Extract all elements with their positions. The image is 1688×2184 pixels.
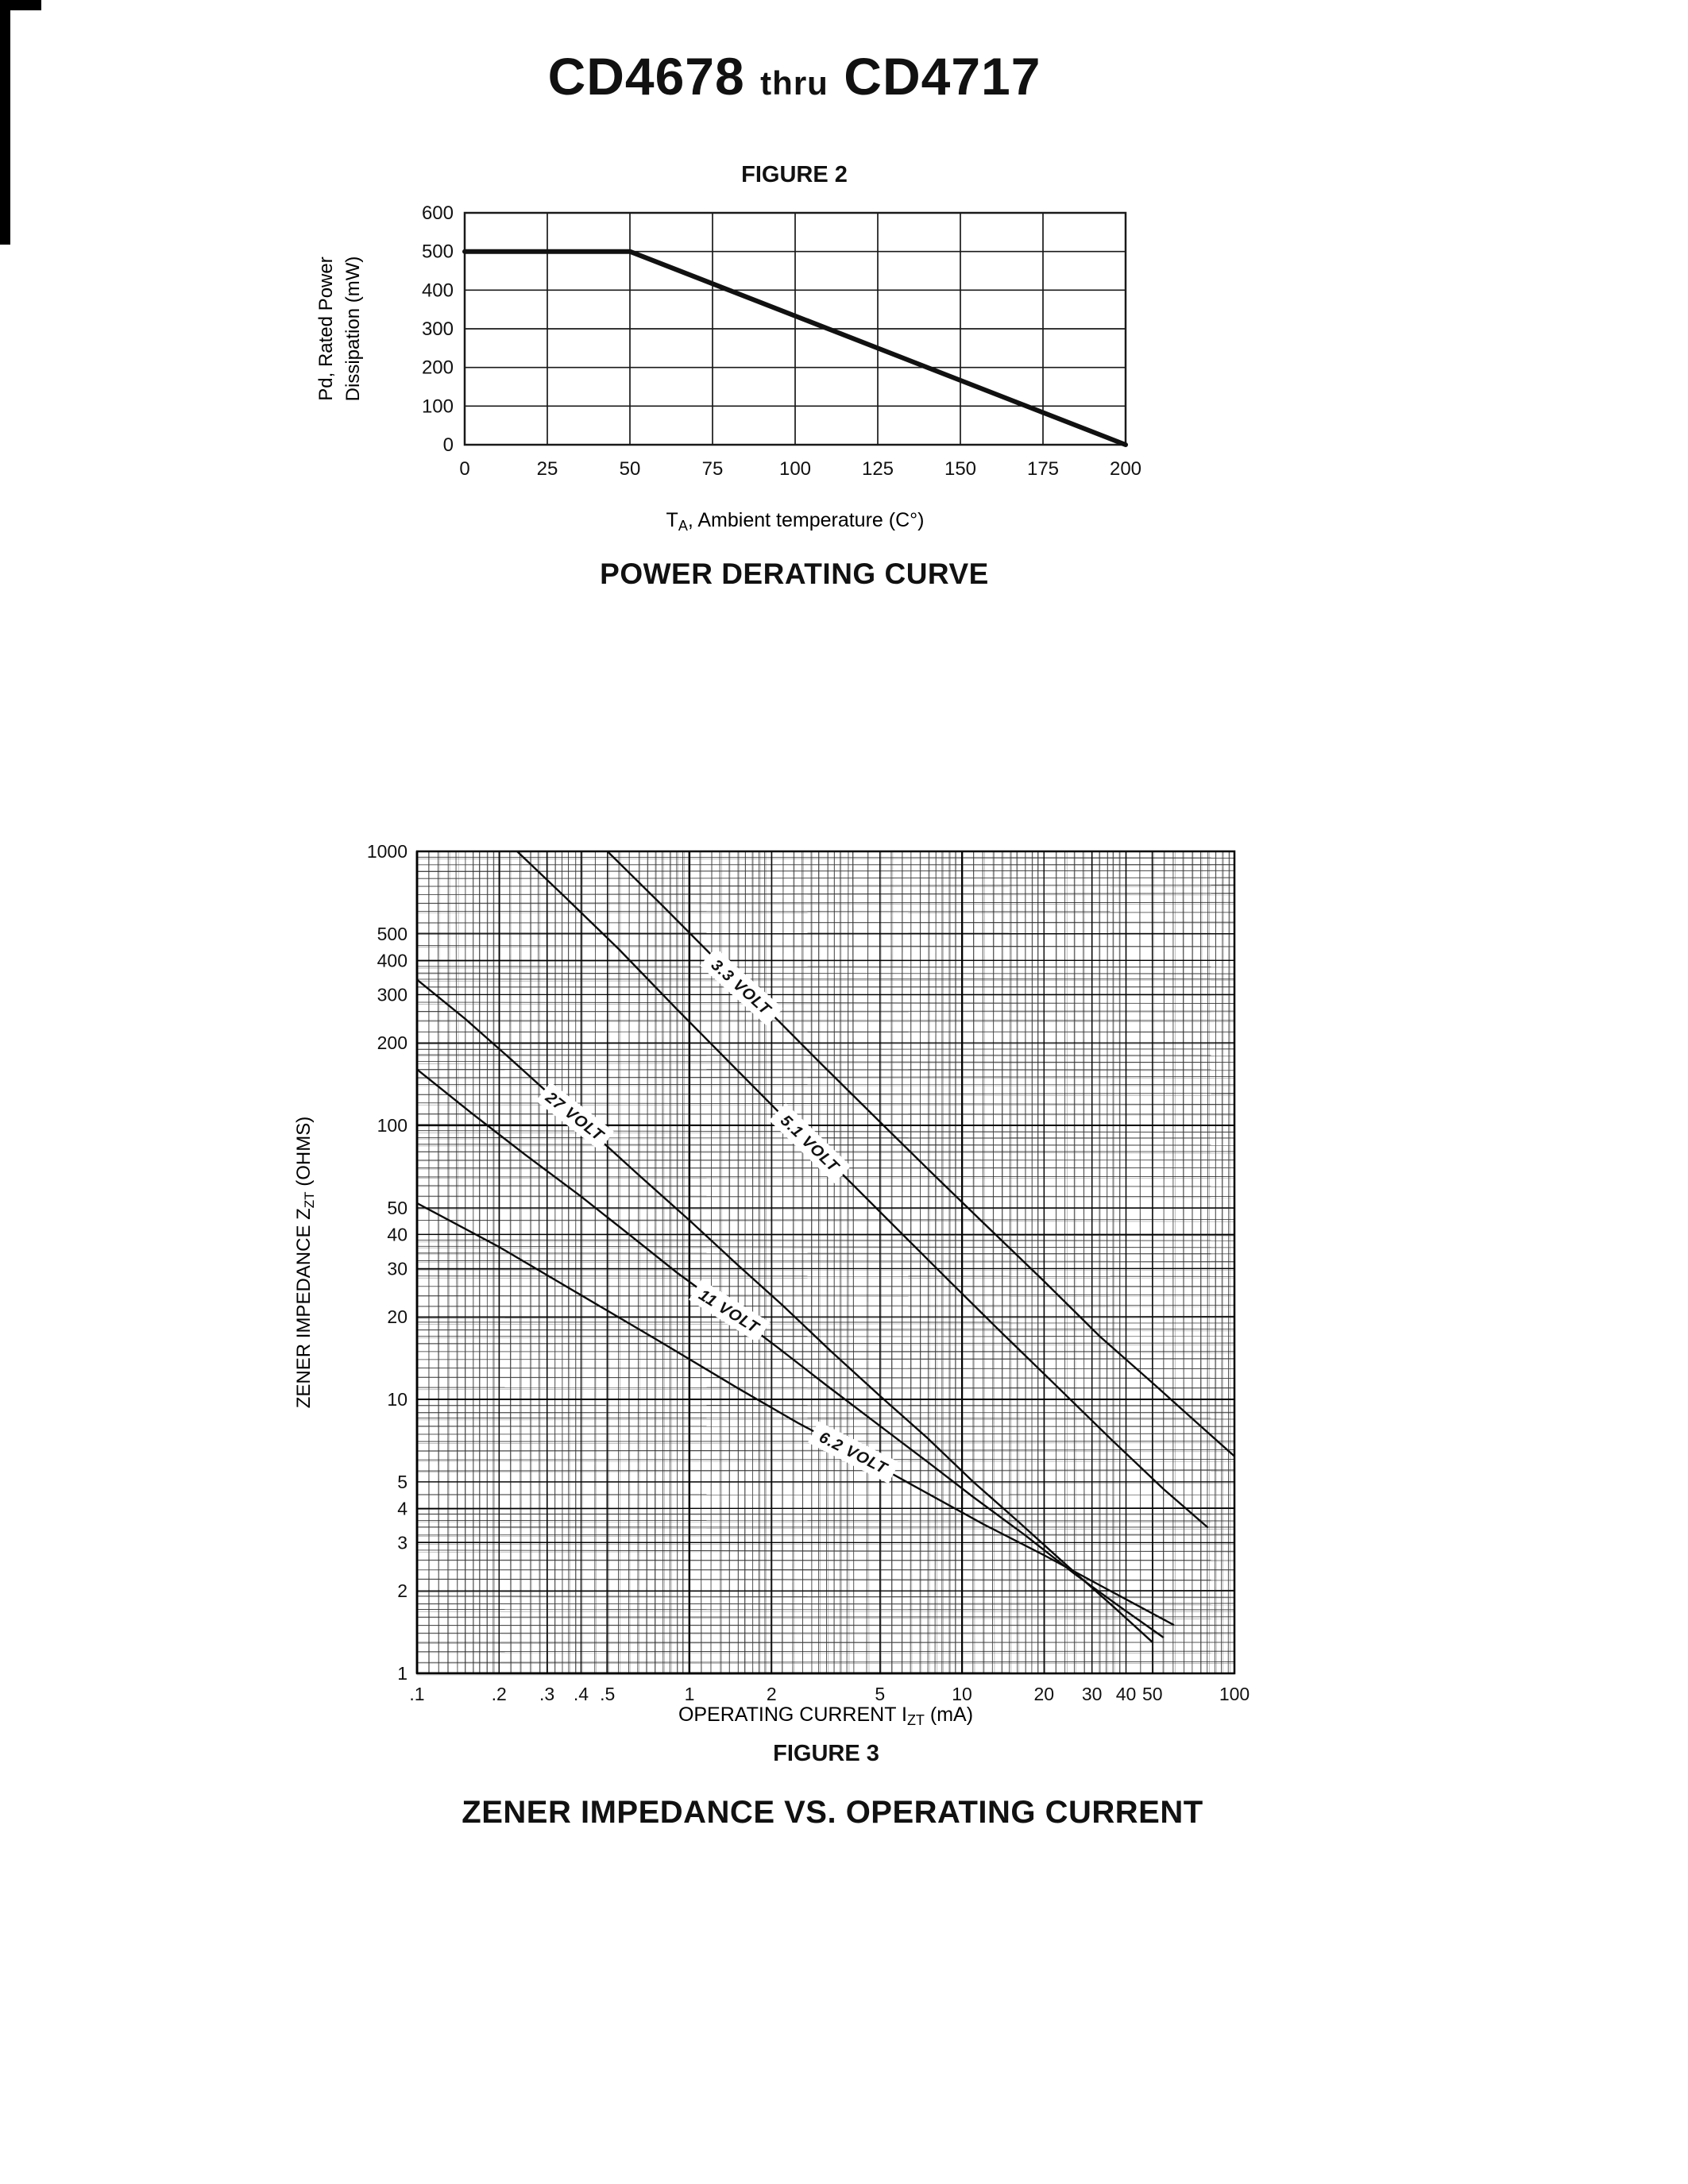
x-tick-label: 100: [779, 458, 811, 480]
x-tick-label: .4: [574, 1684, 589, 1704]
plot-border: [415, 850, 1236, 1675]
y-tick-label: 10: [387, 1389, 408, 1410]
x-tick-label: 200: [1110, 458, 1141, 480]
y-tick-label: 100: [377, 1115, 408, 1136]
y-tick-label: 300: [377, 984, 408, 1005]
y-tick-label: 4: [397, 1498, 408, 1518]
figure3-series-11-volt: [416, 1068, 1165, 1638]
y-tick-label: 400: [377, 950, 408, 970]
y-tick-label: 50: [387, 1198, 408, 1218]
x-tick-label: 5: [875, 1684, 885, 1704]
x-tick-label: 125: [862, 458, 894, 480]
y-tick-label: 300: [422, 318, 454, 340]
figure3-plot-area: [415, 850, 1236, 1676]
y-tick-label: 500: [377, 924, 408, 944]
x-tick-label: 10: [952, 1684, 972, 1704]
title-thru: thru: [760, 64, 829, 102]
figure3-caption: ZENER IMPEDANCE VS. OPERATING CURRENT: [462, 1795, 1203, 1830]
y-tick-label: 500: [422, 241, 454, 263]
x-tick-label: 150: [944, 458, 976, 480]
figure3-series-27-volt: [416, 978, 1153, 1643]
figure2-power-derating-chart: 0 100 200 300 400 500 600 0 25 50 75 100 125 150 175 20…: [315, 203, 1141, 534]
y-tick-label: 3: [397, 1532, 408, 1553]
y-tick-label: 40: [387, 1224, 408, 1244]
x-tick-label: 30: [1082, 1684, 1103, 1704]
x-tick-label: .2: [492, 1684, 507, 1704]
x-tick-label: 25: [537, 458, 558, 480]
figure3-axis-ticks: 1000500400300200100504030201054321.1.2.3…: [367, 841, 1250, 1704]
figure2-series-rated-power-derating: [462, 249, 1128, 447]
x-tick-label: .5: [600, 1684, 615, 1704]
figure3-x-axis-title: OPERATING CURRENT IZT (mA): [678, 1704, 973, 1728]
y-tick-label: 0: [443, 434, 454, 456]
figure2-caption: POWER DERATING CURVE: [600, 558, 989, 590]
y-tick-label: 600: [422, 203, 454, 224]
y-tick-label: 1: [397, 1663, 408, 1684]
y-tick-label: 200: [377, 1032, 408, 1053]
y-tick-label: 1000: [367, 841, 408, 862]
y-tick-label: 5: [397, 1472, 408, 1492]
y-tick-label: 400: [422, 280, 454, 301]
figure3-zener-impedance-chart: 1000500400300200100504030201054321.1.2.3…: [293, 841, 1250, 1728]
figure2-y-axis-title: Dissipation (mW): [342, 257, 364, 402]
title-part-number-start: CD4678: [547, 47, 745, 106]
figure2-y-axis-title: Pd, Rated Power: [315, 257, 337, 400]
x-tick-label: 50: [1142, 1684, 1163, 1704]
title-part-number-end: CD4717: [844, 47, 1041, 106]
y-tick-label: 30: [387, 1258, 408, 1279]
page-title: CD4678 thru CD4717: [0, 46, 1589, 106]
figure3-label: FIGURE 3: [773, 1741, 879, 1766]
x-tick-label: 75: [702, 458, 724, 480]
x-tick-label: 2: [767, 1684, 777, 1704]
figure2-label: FIGURE 2: [741, 162, 848, 187]
x-tick-label: 0: [459, 458, 469, 480]
scan-artifact-top-edge: [0, 0, 41, 10]
x-tick-label: .1: [409, 1684, 424, 1704]
x-tick-label: .3: [539, 1684, 554, 1704]
figure2-x-axis-title: TA, Ambient temperature (C°): [666, 509, 925, 534]
figure3-y-axis-title: ZENER IMPEDANCE ZZT (OHMS): [293, 1117, 317, 1408]
figure2-axis-ticks: 0 100 200 300 400 500 600 0 25 50 75 100 125 150 175 20…: [422, 203, 1141, 480]
x-tick-label: 100: [1219, 1684, 1250, 1704]
plot-border: [463, 211, 1127, 446]
figure2-plot-area: [462, 211, 1128, 447]
x-tick-label: 40: [1116, 1684, 1137, 1704]
y-tick-label: 100: [422, 396, 454, 417]
y-tick-label: 2: [397, 1580, 408, 1601]
x-tick-label: 1: [685, 1684, 695, 1704]
y-tick-label: 20: [387, 1306, 408, 1327]
x-tick-label: 20: [1033, 1684, 1054, 1704]
scan-artifact-left-edge: [0, 0, 10, 245]
figure3-series-5.1-volt: [516, 851, 1209, 1529]
x-tick-label: 175: [1027, 458, 1059, 480]
y-tick-label: 200: [422, 357, 454, 379]
x-tick-label: 50: [620, 458, 641, 480]
